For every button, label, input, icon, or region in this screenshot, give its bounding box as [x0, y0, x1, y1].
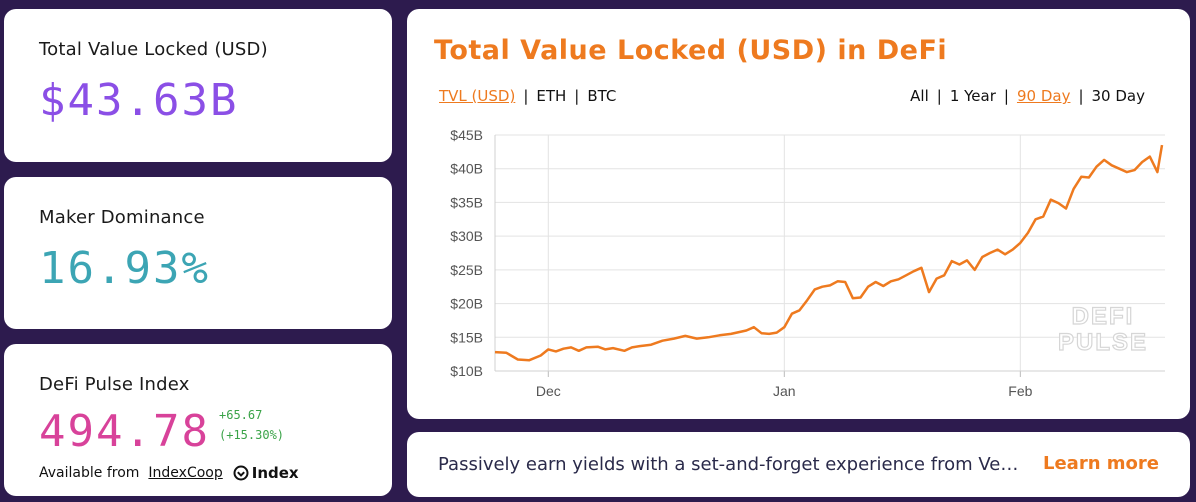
y-tick-label: $20B — [450, 296, 483, 312]
y-tick-label: $15B — [450, 329, 483, 345]
separator: | — [574, 87, 580, 105]
range-option-90-day[interactable]: 90 Day — [1016, 87, 1071, 105]
unit-option-eth[interactable]: ETH — [536, 87, 567, 105]
index-logo[interactable]: Index — [233, 464, 299, 482]
index-value: 494.78 — [39, 406, 210, 457]
maker-dominance-card: Maker Dominance 16.93% — [4, 177, 392, 329]
defi-pulse-index-card: DeFi Pulse Index 494.78 +65.67 (+15.30%)… — [4, 344, 392, 496]
maker-dominance-value: 16.93% — [39, 243, 210, 294]
y-tick-label: $25B — [450, 262, 483, 278]
separator: | — [1078, 87, 1084, 105]
index-change-percent: (+15.30%) — [219, 428, 285, 442]
separator: | — [1003, 87, 1009, 105]
promo-banner: Passively earn yields with a set-and-for… — [407, 432, 1190, 497]
range-toggle: All | 1 Year | 90 Day | 30 Day — [910, 87, 1145, 105]
index-change-absolute: +65.67 — [219, 408, 263, 422]
tvl-value: $43.63B — [39, 75, 239, 126]
promo-text: Passively earn yields with a set-and-for… — [438, 454, 1019, 475]
chart-title: Total Value Locked (USD) in DeFi — [434, 35, 948, 66]
unit-option-tvl-usd[interactable]: TVL (USD) — [439, 87, 516, 105]
x-tick-label: Feb — [1008, 383, 1032, 399]
y-tick-label: $10B — [450, 363, 483, 379]
separator: | — [523, 87, 529, 105]
index-label: DeFi Pulse Index — [39, 374, 190, 395]
tvl-series-line — [494, 144, 1164, 362]
availability-row: Available from IndexCoop Index — [39, 464, 299, 482]
index-logo-text: Index — [251, 464, 299, 482]
tvl-label: Total Value Locked (USD) — [39, 39, 268, 60]
range-option-1-year[interactable]: 1 Year — [949, 87, 996, 105]
x-tick-label: Jan — [773, 383, 796, 399]
tvl-chart-card: Total Value Locked (USD) in DeFi TVL (US… — [407, 9, 1190, 419]
unit-option-btc[interactable]: BTC — [587, 87, 617, 105]
learn-more-link[interactable]: Learn more — [1043, 453, 1159, 474]
y-tick-label: $35B — [450, 194, 483, 210]
x-tick-label: Dec — [536, 383, 561, 399]
unit-toggle: TVL (USD) | ETH | BTC — [439, 87, 616, 105]
watermark-text: DEFI — [1072, 303, 1135, 330]
index-logo-icon — [233, 465, 249, 481]
availability-text: Available from — [39, 465, 140, 481]
y-tick-label: $40B — [450, 161, 483, 177]
watermark-text: PULSE — [1058, 329, 1148, 356]
y-tick-label: $30B — [450, 228, 483, 244]
separator: | — [936, 87, 942, 105]
maker-dominance-label: Maker Dominance — [39, 207, 205, 228]
range-option-all[interactable]: All — [910, 87, 929, 105]
y-tick-label: $45B — [450, 127, 483, 143]
indexcoop-link[interactable]: IndexCoop — [148, 465, 223, 481]
tvl-card: Total Value Locked (USD) $43.63B — [4, 9, 392, 162]
range-option-30-day[interactable]: 30 Day — [1091, 87, 1145, 105]
